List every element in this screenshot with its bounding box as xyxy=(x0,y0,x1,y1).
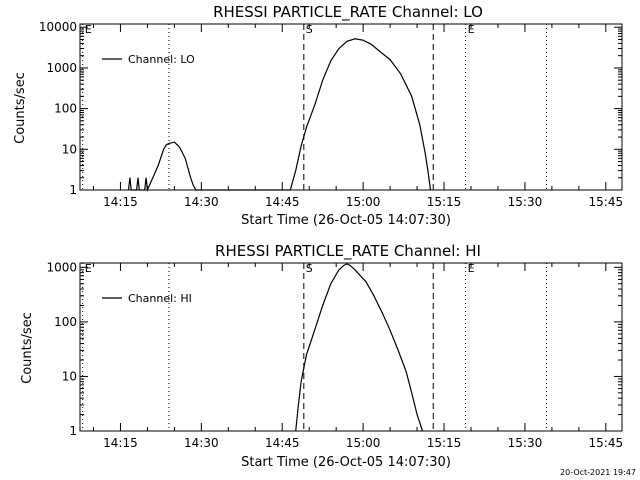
marker-label-hi-2: S xyxy=(306,262,313,275)
x-tick-label-lo-2: 14:45 xyxy=(265,195,300,209)
marker-label-hi-0: E xyxy=(85,262,92,275)
x-tick-label-lo-6: 15:45 xyxy=(589,195,624,209)
legend-label-hi: Channel: HI xyxy=(128,292,192,305)
x-tick-label-hi-4: 15:15 xyxy=(427,436,462,450)
x-tick-label-hi-2: 14:45 xyxy=(265,436,300,450)
marker-label-lo-4: E xyxy=(468,23,475,36)
marker-label-lo-2: S xyxy=(306,23,313,36)
y-tick-label-lo-1: 10 xyxy=(62,142,77,156)
legend-label-lo: Channel: LO xyxy=(128,53,195,66)
x-axis-label-hi: Start Time (26-Oct-05 14:07:30) xyxy=(241,455,451,470)
chart-panel-lo: RHESSI PARTICLE_RATE Channel: LO Start T… xyxy=(13,3,623,228)
y-tick-label-hi-0: 1 xyxy=(69,424,77,438)
y-axis-label-hi: Counts/sec xyxy=(20,312,35,384)
plot-frame-hi xyxy=(79,262,623,432)
x-tick-label-lo-4: 15:15 xyxy=(427,195,462,209)
x-axis-label-lo: Start Time (26-Oct-05 14:07:30) xyxy=(241,213,451,228)
marker-label-hi-4: E xyxy=(468,262,475,275)
chart-panel-hi: RHESSI PARTICLE_RATE Channel: HI Start T… xyxy=(20,242,623,470)
x-tick-label-lo-3: 15:00 xyxy=(346,195,381,209)
marker-label-lo-0: E xyxy=(85,23,92,36)
chart-title-lo: RHESSI PARTICLE_RATE Channel: LO xyxy=(213,3,483,22)
y-tick-label-hi-1: 10 xyxy=(62,369,77,383)
series-line-lo-0 xyxy=(127,38,432,193)
plot-frame-lo xyxy=(79,23,623,191)
x-tick-label-hi-6: 15:45 xyxy=(589,436,624,450)
y-tick-label-lo-2: 100 xyxy=(54,102,77,116)
series-line-hi-0 xyxy=(295,263,424,432)
x-tick-label-lo-0: 14:15 xyxy=(103,195,138,209)
y-tick-label-hi-3: 1000 xyxy=(46,260,77,274)
x-tick-label-lo-5: 15:30 xyxy=(508,195,543,209)
y-tick-label-lo-3: 1000 xyxy=(46,61,77,75)
x-tick-label-lo-1: 14:30 xyxy=(184,195,219,209)
generation-timestamp: 20-Oct-2021 19:47 xyxy=(560,468,636,477)
chart-title-hi: RHESSI PARTICLE_RATE Channel: HI xyxy=(215,242,481,261)
x-tick-label-hi-5: 15:30 xyxy=(508,436,543,450)
x-tick-label-hi-1: 14:30 xyxy=(184,436,219,450)
x-tick-label-hi-0: 14:15 xyxy=(103,436,138,450)
y-tick-label-lo-4: 10000 xyxy=(39,20,77,34)
y-tick-label-hi-2: 100 xyxy=(54,315,77,329)
y-axis-label-lo: Counts/sec xyxy=(13,72,28,144)
y-tick-label-lo-0: 1 xyxy=(69,183,77,197)
x-tick-label-hi-3: 15:00 xyxy=(346,436,381,450)
